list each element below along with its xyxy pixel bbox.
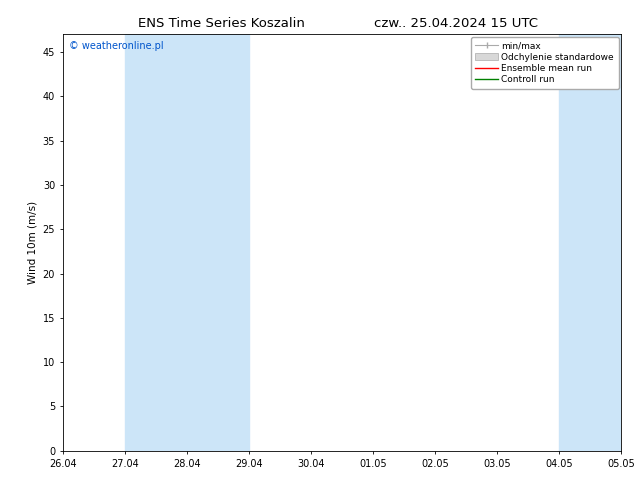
Legend: min/max, Odchylenie standardowe, Ensemble mean run, Controll run: min/max, Odchylenie standardowe, Ensembl… [471,37,619,89]
Text: ENS Time Series Koszalin: ENS Time Series Koszalin [138,17,306,30]
Text: czw.. 25.04.2024 15 UTC: czw.. 25.04.2024 15 UTC [375,17,538,30]
Bar [559,34,634,451]
Bar [126,34,249,451]
Text: © weatheronline.pl: © weatheronline.pl [69,41,164,50]
Y-axis label: Wind 10m (m/s): Wind 10m (m/s) [27,201,37,284]
